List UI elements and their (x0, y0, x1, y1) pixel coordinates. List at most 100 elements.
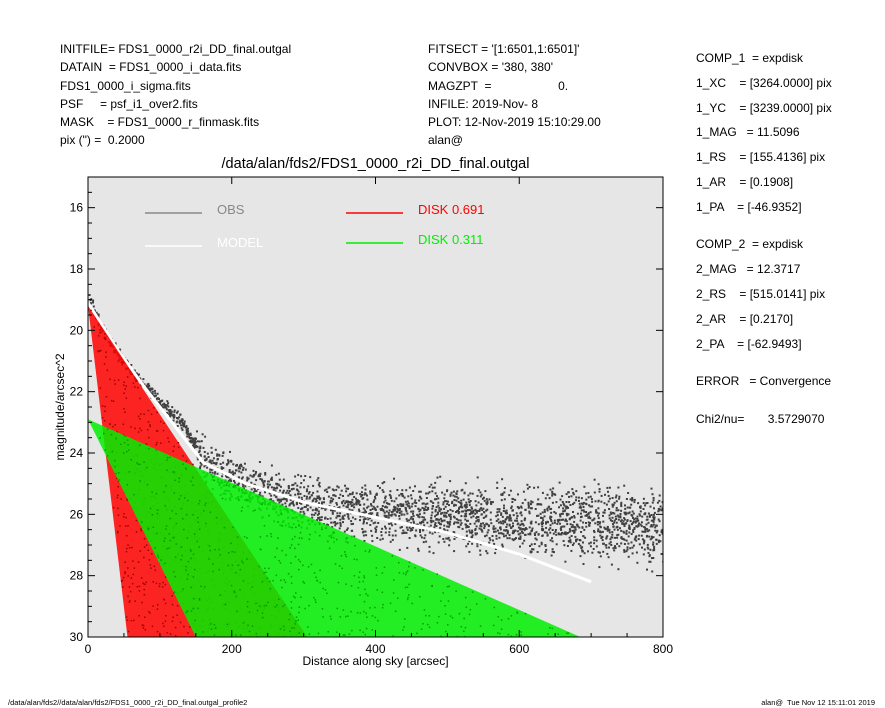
obs-point (573, 529, 576, 532)
obs-point (413, 501, 416, 504)
disk-point (184, 497, 186, 499)
obs-point (316, 479, 319, 482)
disk-point (243, 535, 246, 538)
obs-point (432, 505, 434, 508)
obs-point (508, 519, 511, 522)
disk-point (298, 606, 301, 608)
obs-point (199, 445, 202, 448)
obs-point (185, 426, 188, 429)
disk-point (276, 604, 278, 606)
obs-point (355, 492, 358, 495)
obs-point (558, 481, 561, 484)
obs-point (515, 512, 518, 515)
obs-point (349, 493, 352, 496)
obs-point (541, 523, 543, 525)
obs-point (589, 505, 592, 508)
disk-point (104, 333, 106, 335)
obs-point (575, 499, 577, 502)
obs-point (372, 522, 375, 525)
obs-point (318, 512, 320, 515)
disk-point (147, 528, 150, 531)
obs-point (438, 509, 441, 512)
obs-point (253, 483, 256, 486)
disk-point (342, 634, 345, 636)
obs-point (339, 493, 342, 496)
disk-point (319, 581, 321, 584)
obs-point (622, 537, 625, 540)
obs-point (326, 518, 329, 520)
disk-point (351, 629, 353, 632)
obs-point (464, 512, 467, 515)
obs-point (617, 533, 620, 536)
disk-point (241, 560, 243, 563)
obs-point (509, 489, 512, 492)
disk-point (566, 632, 568, 635)
obs-point (552, 532, 555, 535)
obs-point (613, 521, 616, 524)
obs-point (602, 520, 605, 523)
obs-point (597, 551, 600, 554)
obs-point (623, 549, 626, 552)
obs-point (259, 472, 262, 475)
obs-point (366, 494, 368, 497)
obs-point (629, 547, 632, 550)
disk-point (139, 463, 141, 466)
obs-point (479, 495, 482, 498)
obs-point (597, 514, 600, 517)
obs-point (533, 532, 536, 535)
obs-point (442, 514, 445, 517)
obs-point (240, 477, 243, 480)
obs-point (344, 484, 346, 487)
disk-point (151, 553, 153, 555)
obs-point (373, 499, 376, 502)
disk-point (125, 525, 127, 527)
obs-point (565, 512, 568, 515)
obs-point (244, 468, 247, 471)
obs-point (474, 533, 477, 536)
obs-point (562, 518, 564, 521)
disk-point (99, 387, 102, 389)
disk-point (126, 619, 129, 621)
disk-point (149, 564, 152, 566)
obs-point (196, 445, 199, 448)
obs-point (585, 492, 588, 495)
disk-point (131, 582, 134, 585)
disk-point (394, 610, 397, 612)
obs-point (203, 465, 206, 468)
obs-point (526, 487, 529, 490)
disk-point (213, 479, 216, 482)
obs-point (474, 529, 477, 531)
disk-point (117, 494, 119, 497)
disk-point (302, 580, 304, 583)
obs-point (419, 534, 422, 537)
obs-point (237, 467, 240, 470)
obs-point (652, 557, 655, 559)
obs-point (347, 515, 350, 518)
disk-point (455, 590, 457, 592)
obs-point (527, 503, 530, 506)
obs-point (119, 348, 122, 351)
header-left-line: pix (") = 0.2000 (60, 133, 145, 148)
obs-point (209, 468, 212, 471)
obs-point (345, 500, 348, 503)
obs-point (435, 518, 438, 521)
obs-point (267, 480, 270, 483)
disk-point (285, 554, 287, 556)
disk-point (152, 605, 154, 607)
obs-point (644, 504, 647, 507)
obs-point (460, 502, 463, 505)
disk-point (122, 423, 125, 425)
obs-point (534, 537, 537, 540)
disk-point (289, 630, 291, 633)
disk-point (381, 572, 384, 574)
obs-point (360, 494, 363, 497)
obs-point (595, 545, 598, 548)
obs-point (318, 516, 321, 519)
disk-point (164, 602, 167, 605)
disk-point (330, 536, 333, 539)
obs-point (447, 500, 449, 503)
obs-point (449, 493, 452, 496)
obs-point (608, 529, 611, 532)
disk-point (214, 627, 217, 629)
obs-point (580, 506, 582, 509)
